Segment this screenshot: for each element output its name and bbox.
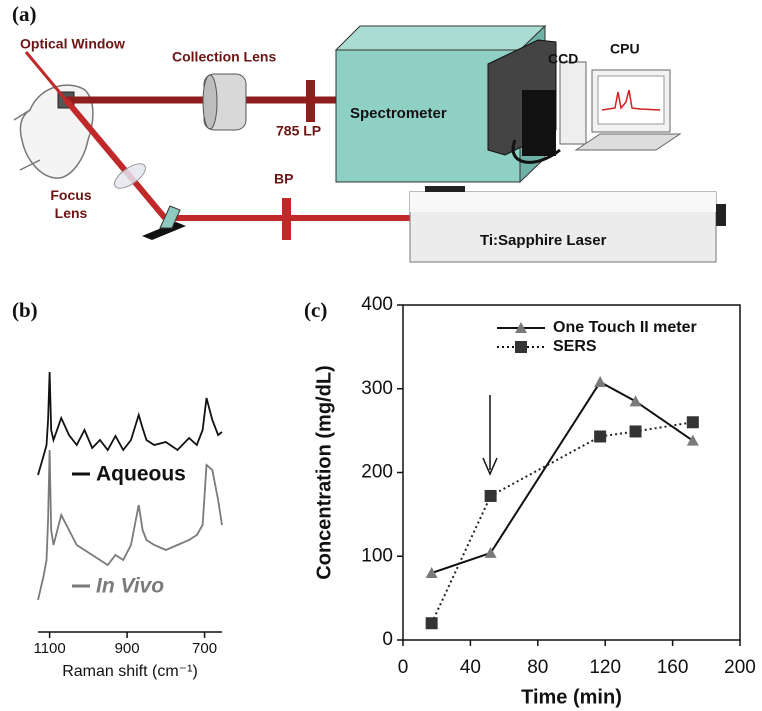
spectrometer bbox=[334, 25, 547, 51]
keyboard bbox=[574, 133, 682, 151]
y-tick-label: 400 bbox=[361, 294, 393, 315]
x-tick-label: 700 bbox=[192, 640, 217, 657]
x-axis-label: Time (min) bbox=[521, 686, 622, 708]
label: Optical Window bbox=[20, 36, 125, 52]
label: 785 LP bbox=[276, 123, 321, 139]
cable bbox=[511, 139, 561, 164]
panel-label: (b) bbox=[12, 298, 38, 322]
filter bbox=[282, 198, 291, 240]
label: CPU bbox=[610, 41, 640, 57]
beam bbox=[63, 98, 168, 220]
mouse-detail bbox=[13, 109, 41, 171]
label: BP bbox=[274, 171, 293, 187]
cpu-tower bbox=[559, 61, 587, 145]
plot-frame bbox=[402, 304, 741, 641]
legend-label: Aqueous bbox=[96, 463, 186, 486]
legend-label: One Touch II meter bbox=[553, 319, 697, 336]
lens bbox=[114, 163, 146, 189]
series-line bbox=[37, 449, 223, 601]
label: Spectrometer bbox=[350, 105, 447, 122]
marker bbox=[686, 434, 699, 446]
x-tick-label: 80 bbox=[527, 657, 548, 678]
marker bbox=[425, 567, 438, 578]
marker bbox=[594, 376, 607, 388]
collection-lens bbox=[202, 74, 218, 130]
marker bbox=[594, 430, 607, 443]
legend-label: SERS bbox=[553, 338, 597, 355]
laser bbox=[410, 192, 716, 212]
y-axis-label: Concentration (mg/dL) bbox=[313, 365, 335, 579]
marker bbox=[629, 395, 642, 407]
panel-label: (c) bbox=[304, 298, 327, 322]
marker bbox=[484, 546, 497, 558]
marker bbox=[484, 489, 497, 502]
x-tick-label: 160 bbox=[657, 657, 689, 678]
legend-marker bbox=[515, 322, 527, 333]
series-line bbox=[430, 421, 693, 624]
y-tick-label: 200 bbox=[361, 462, 393, 483]
y-tick-label: 300 bbox=[361, 378, 393, 399]
y-tick-label: 100 bbox=[361, 545, 393, 566]
y-tick-label: 0 bbox=[382, 629, 393, 650]
label: Ti:Sapphire Laser bbox=[480, 232, 607, 249]
x-tick-label: 1100 bbox=[33, 640, 65, 657]
x-tick-label: 200 bbox=[724, 657, 756, 678]
x-tick-label: 40 bbox=[460, 657, 481, 678]
x-tick-label: 900 bbox=[115, 640, 140, 657]
mirror bbox=[159, 205, 181, 229]
filter bbox=[306, 80, 315, 122]
mirror bbox=[142, 222, 186, 240]
x-axis-label: Raman shift (cm⁻¹) bbox=[62, 663, 198, 680]
x-tick-label: 120 bbox=[589, 657, 621, 678]
laser bbox=[716, 204, 726, 226]
laser bbox=[425, 186, 465, 192]
setup-diagram bbox=[13, 24, 726, 263]
label: CCD bbox=[548, 51, 578, 67]
legend-label: In Vivo bbox=[96, 575, 164, 598]
ccd bbox=[522, 90, 556, 156]
x-tick-label: 0 bbox=[398, 657, 409, 678]
screen-spectrum bbox=[601, 89, 661, 111]
marker bbox=[686, 416, 699, 429]
label: Collection Lens bbox=[172, 49, 276, 65]
panel-label: (a) bbox=[12, 2, 37, 26]
arrow bbox=[482, 395, 498, 476]
marker bbox=[629, 425, 642, 438]
label: Focus Lens bbox=[50, 187, 92, 221]
pointer bbox=[24, 51, 68, 101]
marker bbox=[425, 617, 438, 630]
series-line bbox=[431, 380, 694, 574]
legend-marker bbox=[515, 341, 527, 353]
series-line bbox=[37, 371, 223, 476]
